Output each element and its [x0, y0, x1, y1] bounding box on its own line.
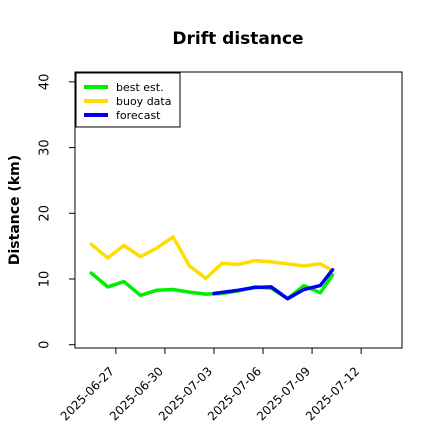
- y-tick-label: 20: [38, 205, 53, 222]
- chart-title: Drift distance: [172, 29, 303, 49]
- y-axis-label: Distance (km): [7, 155, 23, 265]
- legend-label: best est.: [116, 81, 164, 94]
- plot-frame: [74, 71, 403, 349]
- y-tick-label: 40: [38, 74, 53, 91]
- legend-label: forecast: [116, 109, 161, 122]
- y-tick-label: 0: [38, 341, 53, 349]
- y-tick-label: 30: [38, 139, 53, 156]
- series-line-buoy-data: [89, 235, 335, 281]
- legend-label: buoy data: [116, 95, 171, 108]
- series-line-forecast: [212, 268, 335, 301]
- y-tick-label: 10: [38, 271, 53, 288]
